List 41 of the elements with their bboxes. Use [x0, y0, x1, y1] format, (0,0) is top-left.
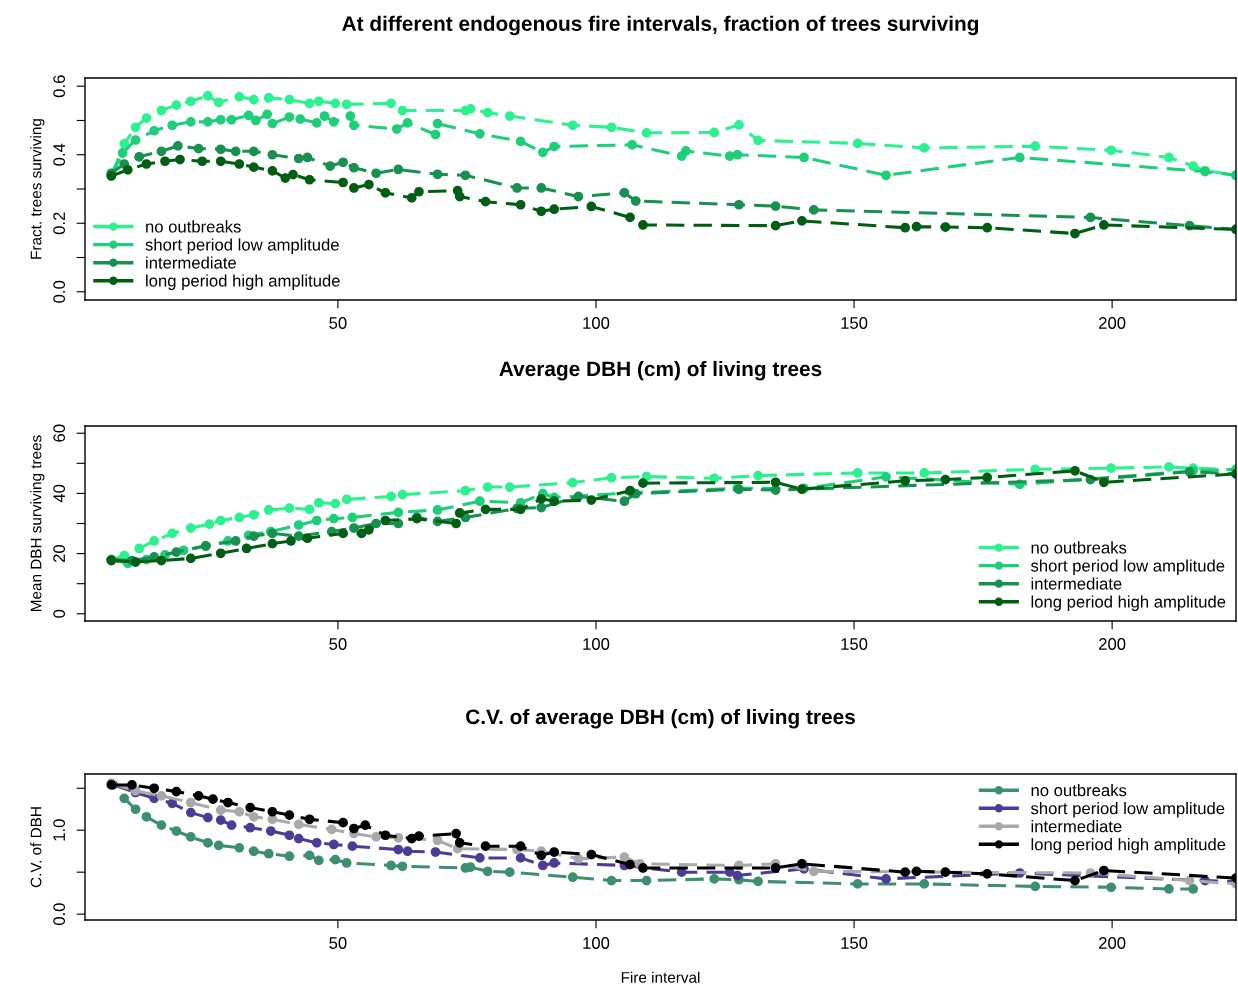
legend-label: short period low amplitude: [1030, 559, 1225, 575]
y-tick-label: 0.0: [53, 280, 66, 303]
legend-label: intermediate: [1031, 820, 1122, 833]
y-tick-label: 0.0: [53, 903, 66, 926]
legend-label: intermediate: [1031, 577, 1122, 590]
y-tick-label: 60: [53, 424, 66, 442]
y-tick-label: 0.4: [53, 143, 66, 166]
legend-label: short period low amplitude: [145, 238, 339, 254]
x-tick-label: 50: [329, 638, 347, 650]
y-tick-label: 20: [53, 544, 66, 563]
x-axis-title: Fire interval: [621, 971, 700, 983]
x-tick-label: 50: [329, 317, 347, 329]
y-tick-label: 40: [53, 484, 66, 503]
chart-title: At different endogenous fire intervals, fraction of trees surviving: [342, 15, 979, 36]
x-tick-label: 150: [841, 638, 868, 650]
y-axis-title: C.V. of DBH: [30, 807, 42, 888]
x-tick-label: 150: [841, 317, 868, 329]
y-tick-label: 1.0: [53, 819, 66, 841]
y-axis-title: Mean DBH surviving trees: [30, 435, 45, 611]
legend-label: long period high amplitude: [1031, 838, 1226, 854]
x-tick-label: 100: [583, 638, 610, 650]
legend-label: no outbreaks: [146, 220, 241, 233]
legend-label: no outbreaks: [1031, 541, 1127, 554]
y-tick-label: 0.6: [53, 75, 66, 98]
legend-label: intermediate: [146, 256, 236, 269]
chart-title: C.V. of average DBH (cm) of living trees: [466, 708, 855, 729]
x-tick-label: 200: [1099, 937, 1126, 949]
legend-label: short period low amplitude: [1030, 802, 1225, 818]
legend-label: long period high amplitude: [1031, 595, 1226, 611]
x-tick-label: 50: [329, 937, 347, 949]
x-tick-label: 100: [583, 317, 610, 329]
legend-label: long period high amplitude: [146, 274, 340, 290]
y-axis-title: Fract. trees surviving: [30, 119, 45, 259]
y-tick-label: 0: [53, 609, 66, 618]
x-tick-label: 100: [583, 937, 610, 949]
x-tick-label: 200: [1099, 317, 1126, 329]
chart-title: Average DBH (cm) of living trees: [499, 360, 822, 381]
x-tick-label: 150: [841, 937, 868, 949]
legend-label: no outbreaks: [1031, 784, 1127, 797]
y-tick-label: 0.2: [53, 212, 66, 235]
x-tick-label: 200: [1099, 638, 1126, 650]
